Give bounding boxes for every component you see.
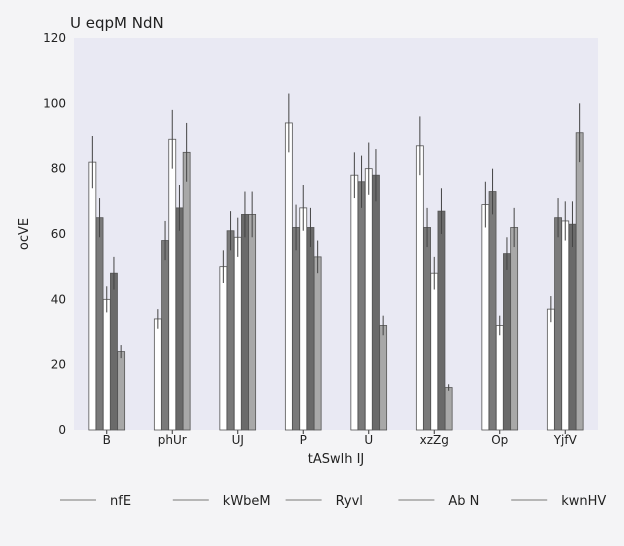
y-axis: 0 20 40 60 80 100 120	[43, 31, 66, 437]
bar	[161, 240, 169, 431]
bar	[95, 217, 104, 431]
bar	[219, 266, 228, 431]
bar	[561, 220, 570, 431]
bar	[175, 207, 184, 431]
bar	[248, 213, 257, 431]
x-tick-label: UJ	[232, 433, 244, 447]
x-tick-label: phUr	[158, 433, 187, 447]
legend-entry: kWbeM	[223, 494, 271, 509]
y-axis-label: ocVE	[17, 218, 32, 250]
bar	[102, 298, 111, 431]
legend: nfE kWbeM Ryvl Ab N kwnHV	[60, 494, 606, 509]
y-tick-label: 40	[51, 292, 66, 306]
bar	[546, 308, 555, 431]
bar	[357, 181, 366, 431]
bar	[372, 174, 380, 431]
bar	[364, 168, 373, 431]
bar	[568, 223, 577, 431]
bar	[241, 213, 249, 431]
bar	[350, 174, 359, 431]
bar	[481, 204, 490, 431]
x-tick-label: YjfV	[553, 433, 578, 447]
bar	[110, 272, 118, 431]
y-tick-label: 0	[58, 423, 66, 437]
x-tick-label: B	[103, 433, 111, 447]
y-tick-label: 20	[51, 358, 66, 372]
bar	[306, 227, 315, 431]
x-tick-label: U	[364, 433, 373, 447]
y-tick-label: 120	[43, 31, 66, 45]
bar	[117, 351, 126, 431]
bar	[313, 256, 322, 431]
bar	[379, 325, 388, 431]
x-tick-label: P	[300, 433, 307, 447]
bar	[437, 210, 446, 431]
bar	[423, 227, 431, 431]
legend-entry: kwnHV	[561, 494, 606, 509]
chart-title: U eqpM NdN	[70, 14, 164, 32]
bar	[510, 227, 519, 431]
bar	[168, 138, 177, 431]
bar	[88, 161, 97, 431]
bar	[299, 207, 308, 431]
bar	[226, 230, 235, 431]
bar	[575, 132, 584, 431]
x-tick-label: xzZg	[420, 433, 449, 447]
bar-marks	[88, 93, 584, 431]
bar	[444, 387, 453, 431]
legend-entry: Ryvl	[336, 494, 363, 509]
y-tick-label: 80	[51, 162, 66, 176]
bar	[430, 272, 439, 431]
bar	[292, 227, 300, 431]
bar	[554, 217, 562, 431]
y-tick-label: 60	[51, 227, 66, 241]
bar	[182, 151, 191, 431]
bar	[415, 145, 424, 431]
legend-entry: nfE	[110, 494, 131, 509]
bar	[153, 318, 162, 431]
legend-entry: Ab N	[448, 494, 479, 509]
y-tick-label: 100	[43, 96, 66, 110]
bar	[495, 325, 504, 431]
x-tick-label: Op	[491, 433, 508, 447]
bar	[503, 253, 511, 431]
x-axis-label: tASwlh IJ	[308, 452, 365, 467]
bar	[284, 122, 293, 431]
plot-area	[74, 38, 598, 430]
bar	[488, 191, 497, 431]
bar	[233, 236, 242, 431]
